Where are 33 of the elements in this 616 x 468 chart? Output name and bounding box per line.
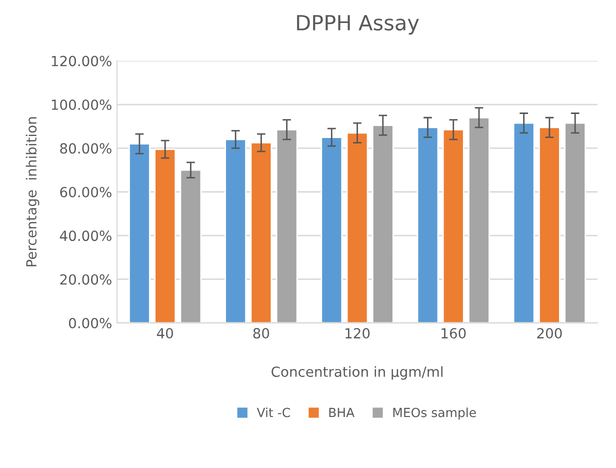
legend-label: Vit -C [256, 408, 290, 418]
bar [372, 124, 394, 323]
bar [128, 143, 150, 323]
bar [224, 138, 247, 323]
bar [564, 122, 586, 323]
legend-label: BHA [329, 408, 355, 418]
y-tick-label: 0.00% [68, 318, 112, 328]
y-tick-label: 60.00% [60, 186, 112, 198]
bar [320, 136, 343, 323]
x-tick-label: 200 [537, 328, 562, 339]
y-tick-label: 20.00% [60, 274, 112, 285]
y-axis-title: Percentage inhibition [26, 117, 40, 266]
x-tick-label: 80 [253, 328, 270, 339]
y-tick-label: 80.00% [60, 143, 112, 154]
bar [512, 122, 535, 323]
bar [276, 128, 298, 323]
bar [442, 128, 464, 323]
bar [180, 169, 202, 323]
legend-label: MEOs sample [393, 408, 476, 420]
bar [468, 116, 490, 323]
bar [538, 126, 560, 323]
chart-title: DPPH Assay [297, 15, 419, 35]
x-tick-label: 160 [442, 328, 466, 339]
bar [346, 132, 368, 323]
y-tick-label: 120.00% [52, 56, 112, 66]
y-tick-label: 40.00% [60, 230, 112, 242]
y-tick-label: 100.00% [52, 99, 112, 110]
bar [154, 148, 176, 323]
bar [416, 126, 439, 323]
x-axis-title: Concentration in μgm/ml [272, 366, 442, 380]
x-tick-label: 120 [346, 328, 370, 339]
bar [250, 142, 272, 323]
x-tick-label: 40 [156, 328, 173, 339]
